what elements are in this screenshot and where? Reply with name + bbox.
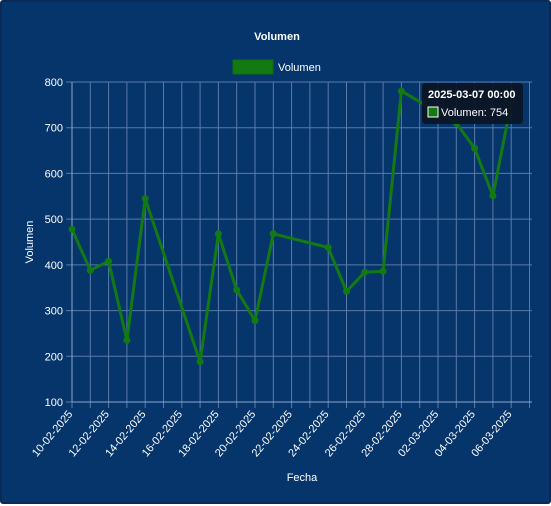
data-point[interactable] [361,268,369,276]
y-tick-label: 300 [45,306,63,318]
data-point[interactable] [196,358,204,366]
x-axis-title: Fecha [287,472,318,484]
y-tick-label: 600 [45,168,63,180]
data-point[interactable] [68,225,76,233]
tooltip-title: 2025-03-07 00:00 [428,89,515,101]
y-tick-label: 800 [45,77,63,89]
tooltip-swatch [427,106,439,118]
data-point[interactable] [471,144,479,152]
tooltip-box [422,83,523,124]
legend-swatch[interactable] [232,59,274,75]
y-tick-label: 500 [45,214,63,226]
data-point[interactable] [269,230,277,238]
x-axis-ticks: 10-02-202512-02-202514-02-202516-02-2025… [30,409,515,460]
data-point[interactable] [397,87,405,95]
legend[interactable]: Volumen [232,59,321,75]
data-point[interactable] [141,195,149,203]
tooltip-label: Volumen: 754 [441,107,508,119]
y-tick-label: 100 [45,397,63,409]
data-point[interactable] [251,317,259,325]
data-point[interactable] [233,286,241,294]
y-tick-label: 200 [45,351,63,363]
data-point[interactable] [214,230,222,238]
chart-title: Volumen [254,31,300,43]
data-point[interactable] [489,192,497,200]
tooltip: 2025-03-07 00:00 Volumen: 754 [422,83,523,124]
y-axis-ticks: 800 700 600 500 400 300 200 100 [45,77,63,409]
data-point[interactable] [324,243,332,251]
grid [66,81,532,408]
data-point[interactable] [379,267,387,275]
data-point[interactable] [105,257,113,265]
y-tick-label: 700 [45,123,63,135]
legend-label[interactable]: Volumen [278,62,321,74]
data-point[interactable] [343,287,350,295]
data-point[interactable] [123,336,131,344]
y-axis-title: Volumen [24,221,36,264]
data-point[interactable] [86,266,94,274]
y-tick-label: 400 [45,260,63,272]
